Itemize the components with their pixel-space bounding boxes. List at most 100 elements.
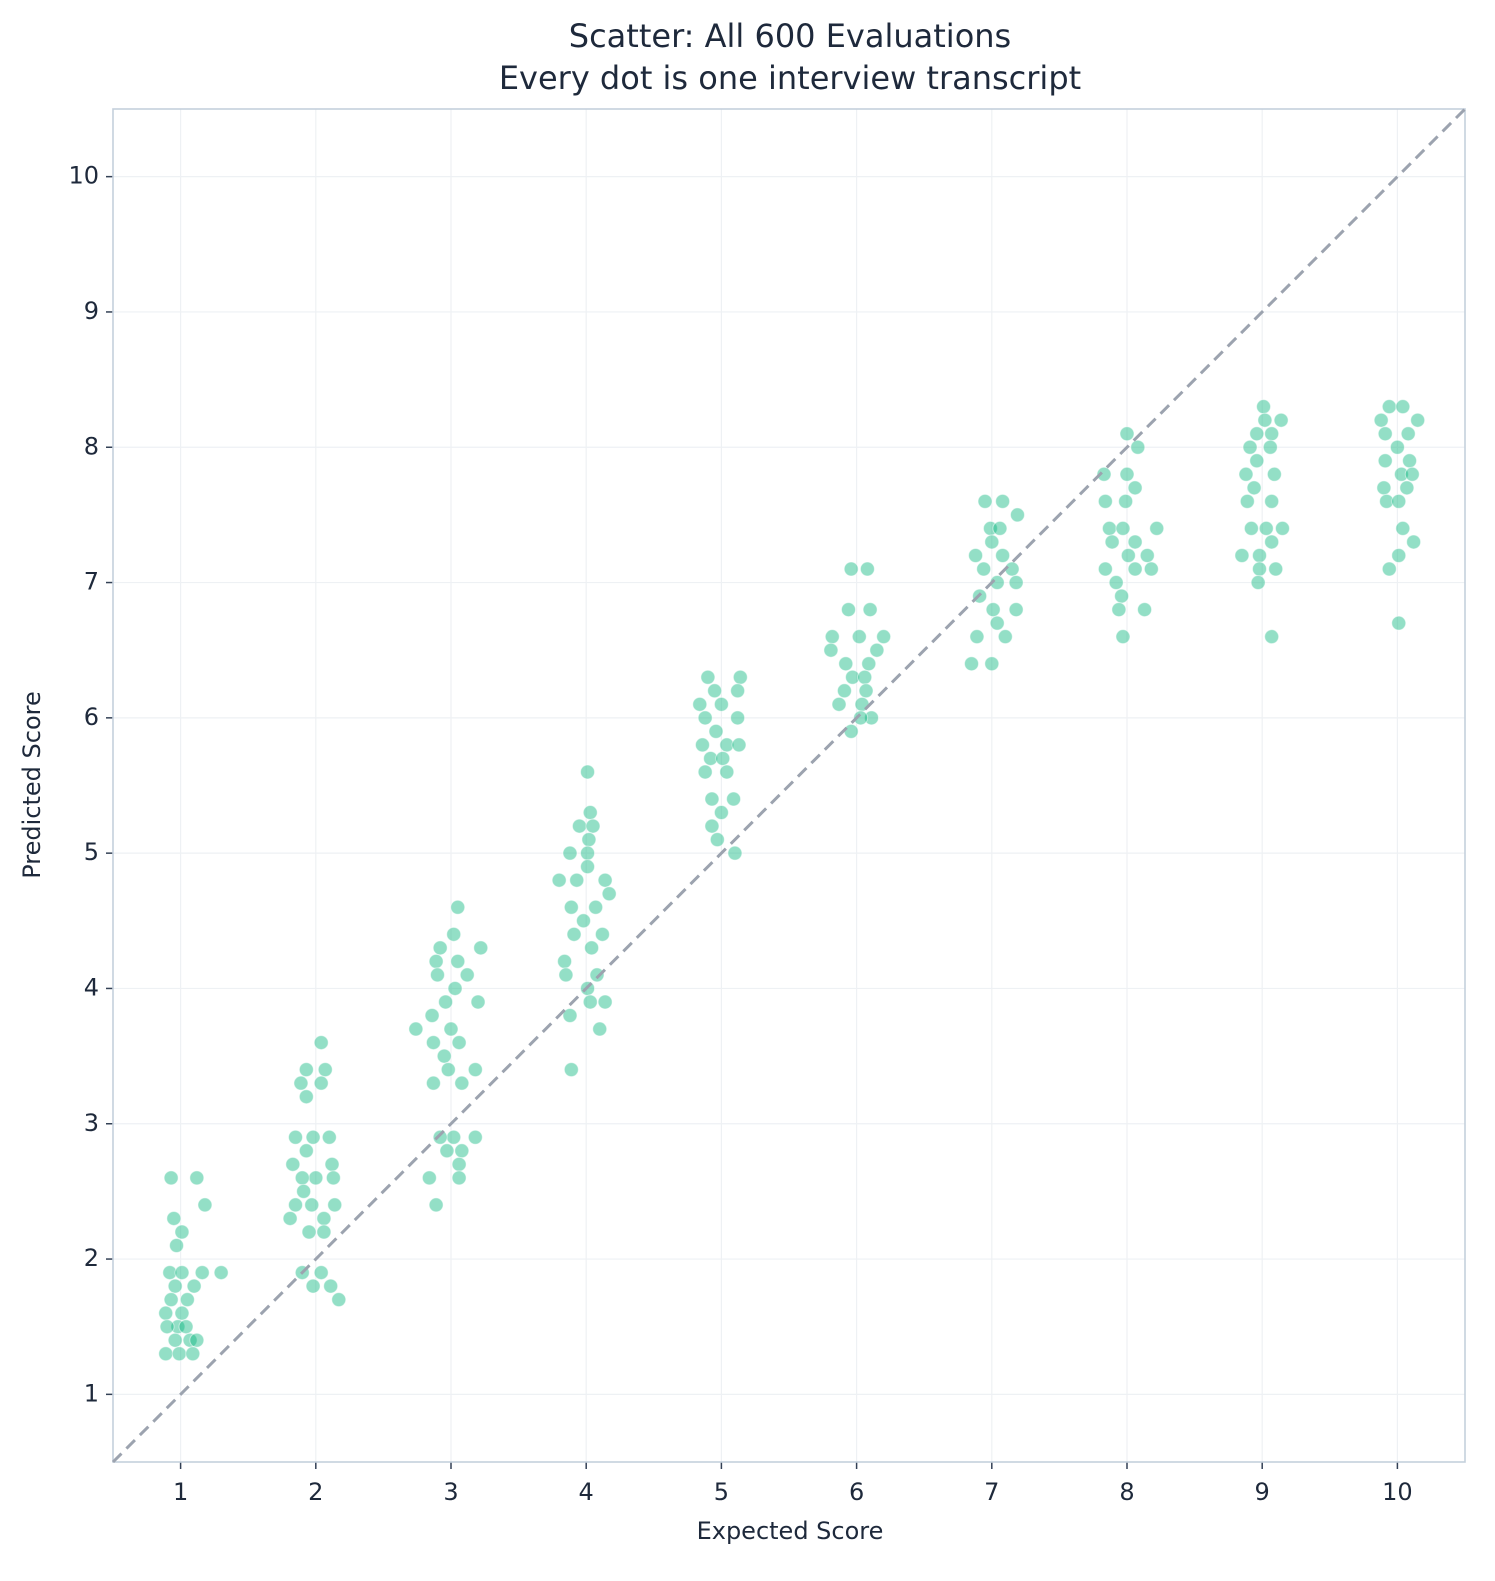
- point: [1115, 520, 1131, 536]
- point: [1251, 561, 1267, 577]
- point: [708, 723, 724, 739]
- point: [451, 1156, 467, 1172]
- point: [1391, 493, 1407, 509]
- point: [709, 832, 725, 848]
- point: [1118, 493, 1134, 509]
- point: [298, 1062, 314, 1078]
- point: [428, 953, 444, 969]
- point: [313, 1075, 329, 1091]
- point: [186, 1278, 202, 1294]
- point: [1137, 602, 1153, 618]
- point: [1139, 547, 1155, 563]
- point: [703, 750, 719, 766]
- point: [454, 1075, 470, 1091]
- x-axis-label: Expected Score: [697, 1517, 884, 1545]
- point: [989, 615, 1005, 631]
- point: [838, 656, 854, 672]
- point: [1389, 439, 1405, 455]
- point: [1114, 588, 1130, 604]
- point: [840, 602, 856, 618]
- point: [863, 710, 879, 726]
- point: [1096, 466, 1112, 482]
- point: [1257, 412, 1273, 428]
- point: [174, 1305, 190, 1321]
- point: [293, 1075, 309, 1091]
- point: [169, 1238, 185, 1254]
- point: [171, 1346, 187, 1362]
- point: [1264, 493, 1280, 509]
- point: [408, 1021, 424, 1037]
- point: [473, 940, 489, 956]
- point: [843, 723, 859, 739]
- point: [694, 737, 710, 753]
- point: [1008, 575, 1024, 591]
- point: [305, 1278, 321, 1294]
- point: [1400, 426, 1416, 442]
- point: [159, 1319, 175, 1335]
- point: [831, 696, 847, 712]
- x-tick-label: 6: [849, 1478, 864, 1506]
- point: [569, 872, 585, 888]
- point: [424, 1008, 440, 1024]
- point: [451, 1170, 467, 1186]
- point: [563, 899, 579, 915]
- point: [715, 750, 731, 766]
- point: [713, 696, 729, 712]
- point: [331, 1292, 347, 1308]
- point: [1108, 575, 1124, 591]
- point: [298, 1143, 314, 1159]
- point: [428, 1197, 444, 1213]
- x-tick-label: 8: [1119, 1478, 1134, 1506]
- point: [1406, 534, 1422, 550]
- y-tick-label: 5: [84, 838, 99, 866]
- point: [597, 872, 613, 888]
- y-tick-label: 7: [84, 568, 99, 596]
- point: [1262, 439, 1278, 455]
- point: [1250, 575, 1266, 591]
- point: [425, 1075, 441, 1091]
- point: [1119, 466, 1135, 482]
- point: [1258, 520, 1274, 536]
- point: [601, 886, 617, 902]
- point: [450, 899, 466, 915]
- point: [1249, 453, 1265, 469]
- point: [197, 1197, 213, 1213]
- point: [421, 1170, 437, 1186]
- point: [707, 683, 723, 699]
- point: [551, 872, 567, 888]
- point: [301, 1224, 317, 1240]
- point: [429, 967, 445, 983]
- point: [296, 1183, 312, 1199]
- x-tick-label: 2: [308, 1478, 323, 1506]
- point: [964, 656, 980, 672]
- point: [704, 791, 720, 807]
- point: [823, 642, 839, 658]
- point: [876, 629, 892, 645]
- chart-subtitle: Every dot is one interview transcript: [499, 59, 1081, 97]
- point: [592, 1021, 608, 1037]
- point: [1119, 426, 1135, 442]
- x-tick-label: 10: [1382, 1478, 1413, 1506]
- x-tick-label: 1: [173, 1478, 188, 1506]
- point: [1266, 466, 1282, 482]
- point: [305, 1129, 321, 1145]
- x-tick-label: 7: [984, 1478, 999, 1506]
- point: [585, 818, 601, 834]
- point: [1381, 561, 1397, 577]
- point: [995, 547, 1011, 563]
- point: [824, 629, 840, 645]
- point: [580, 859, 596, 875]
- point: [304, 1197, 320, 1213]
- point: [730, 710, 746, 726]
- point: [563, 1062, 579, 1078]
- point: [1243, 520, 1259, 536]
- point: [1268, 561, 1284, 577]
- point: [1009, 507, 1025, 523]
- point: [432, 1129, 448, 1145]
- point: [862, 602, 878, 618]
- point: [439, 1143, 455, 1159]
- point: [1391, 615, 1407, 631]
- y-tick-label: 3: [84, 1109, 99, 1137]
- y-tick-label: 2: [84, 1244, 99, 1272]
- point: [288, 1129, 304, 1145]
